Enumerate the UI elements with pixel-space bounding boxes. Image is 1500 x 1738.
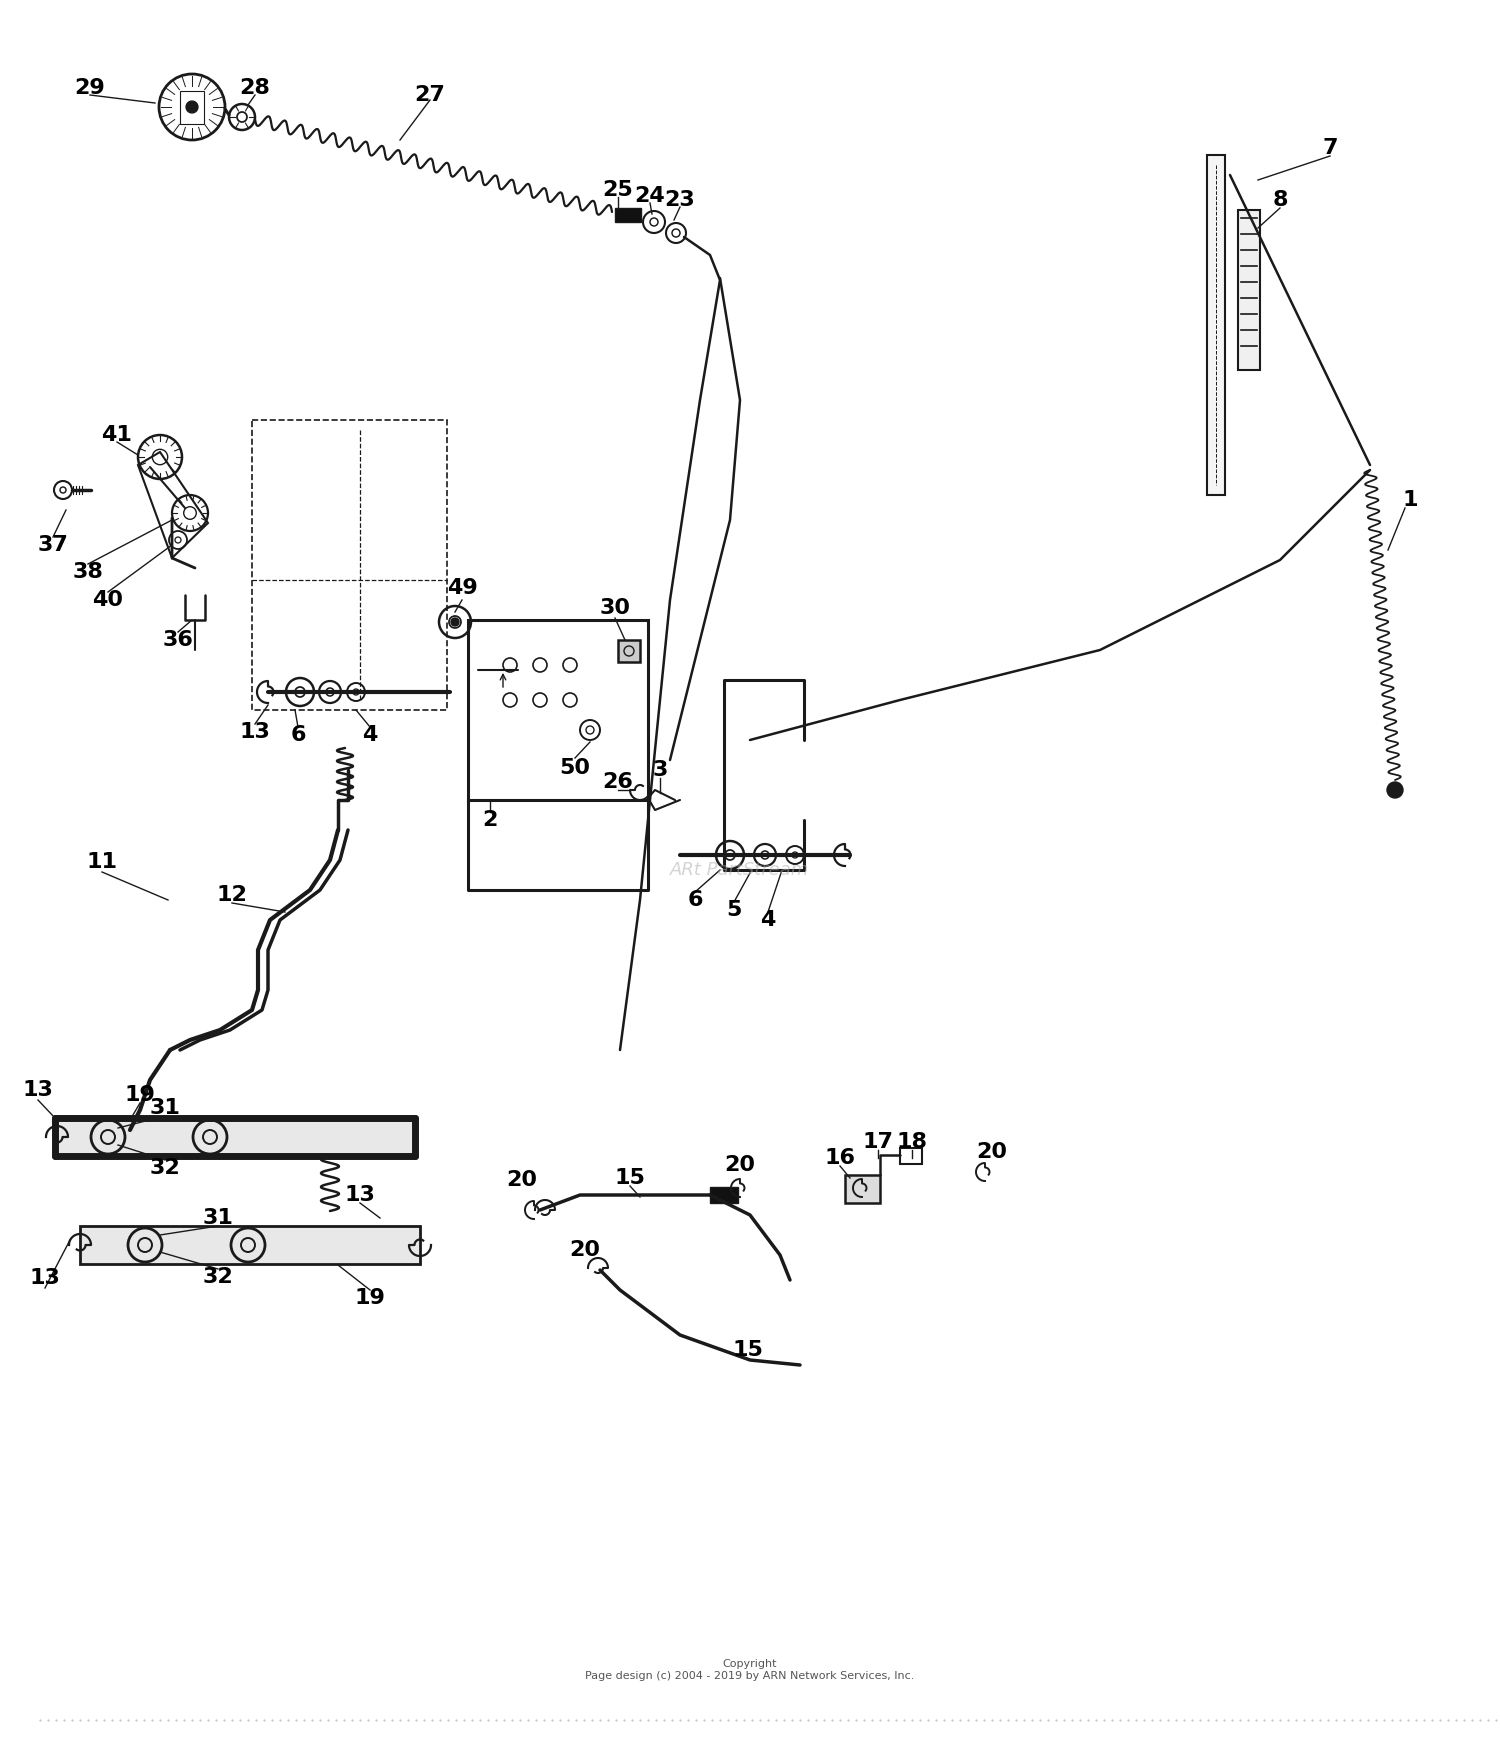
Text: ARt PartStream: ARt PartStream xyxy=(670,860,810,879)
Text: 49: 49 xyxy=(447,579,477,598)
Text: 37: 37 xyxy=(38,535,69,554)
Text: 38: 38 xyxy=(72,561,104,582)
Circle shape xyxy=(452,619,459,626)
Text: 40: 40 xyxy=(93,589,123,610)
Text: 28: 28 xyxy=(240,78,270,97)
Bar xyxy=(615,209,640,222)
Bar xyxy=(710,1187,738,1203)
Text: 13: 13 xyxy=(345,1185,375,1204)
Text: 18: 18 xyxy=(897,1131,927,1152)
Text: 20: 20 xyxy=(976,1142,1008,1163)
Text: 3: 3 xyxy=(652,760,668,780)
Text: 19: 19 xyxy=(124,1085,156,1105)
Text: 32: 32 xyxy=(202,1267,234,1288)
Text: 20: 20 xyxy=(507,1170,537,1191)
Bar xyxy=(844,1175,880,1203)
Text: 4: 4 xyxy=(363,725,378,746)
Text: 13: 13 xyxy=(30,1269,60,1288)
Bar xyxy=(252,421,447,711)
Text: 17: 17 xyxy=(862,1131,894,1152)
Text: 25: 25 xyxy=(603,181,633,200)
Text: 6: 6 xyxy=(687,890,702,911)
Text: 8: 8 xyxy=(1272,189,1287,210)
Bar xyxy=(900,1149,922,1164)
Bar xyxy=(468,620,648,799)
Text: 29: 29 xyxy=(75,78,105,97)
Text: 36: 36 xyxy=(162,629,194,650)
Text: 15: 15 xyxy=(732,1340,764,1361)
Text: 31: 31 xyxy=(202,1208,234,1229)
Text: 13: 13 xyxy=(240,721,270,742)
Text: 41: 41 xyxy=(102,426,132,445)
Text: 5: 5 xyxy=(726,900,741,919)
Bar xyxy=(1208,155,1225,495)
Text: 12: 12 xyxy=(216,885,248,905)
Bar xyxy=(1238,210,1260,370)
Text: 19: 19 xyxy=(354,1288,386,1309)
Text: 20: 20 xyxy=(570,1239,600,1260)
Bar xyxy=(618,640,640,662)
Text: 31: 31 xyxy=(150,1098,180,1118)
Text: 7: 7 xyxy=(1323,137,1338,158)
Text: 30: 30 xyxy=(600,598,630,619)
Text: 4: 4 xyxy=(760,911,776,930)
Bar xyxy=(180,90,204,123)
Text: 11: 11 xyxy=(87,852,117,872)
Circle shape xyxy=(186,101,198,113)
Text: 6: 6 xyxy=(291,725,306,746)
Text: 13: 13 xyxy=(22,1079,54,1100)
Text: 20: 20 xyxy=(724,1156,756,1175)
Text: 2: 2 xyxy=(483,810,498,831)
Circle shape xyxy=(1388,782,1402,798)
Text: Copyright
Page design (c) 2004 - 2019 by ARN Network Services, Inc.: Copyright Page design (c) 2004 - 2019 by… xyxy=(585,1660,915,1681)
Text: 50: 50 xyxy=(560,758,591,779)
Text: 32: 32 xyxy=(150,1158,180,1178)
Text: 26: 26 xyxy=(603,772,633,793)
Text: 27: 27 xyxy=(414,85,446,104)
Text: 15: 15 xyxy=(615,1168,645,1189)
Text: 16: 16 xyxy=(825,1149,855,1168)
Text: 1: 1 xyxy=(1402,490,1417,509)
Text: 23: 23 xyxy=(664,189,696,210)
Bar xyxy=(56,1118,416,1156)
Text: 24: 24 xyxy=(634,186,666,207)
Bar xyxy=(80,1225,420,1264)
